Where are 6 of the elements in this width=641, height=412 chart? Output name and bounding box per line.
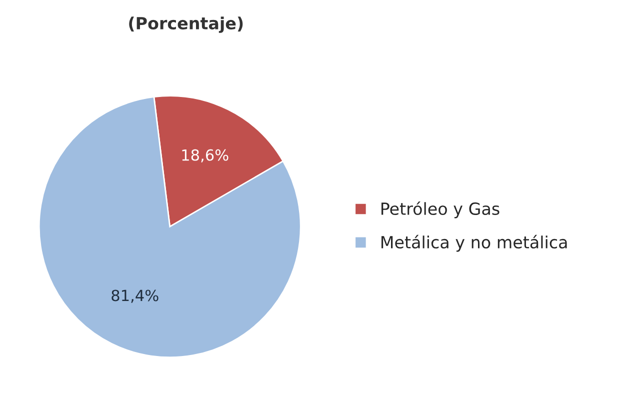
legend-label: Petróleo y Gas	[381, 201, 500, 218]
legend-label: Metálica y no metálica	[381, 234, 567, 252]
data-label: 18,6%	[182, 149, 228, 162]
pie-slice	[38, 96, 302, 358]
chart-title: (Porcentaje)	[129, 16, 243, 33]
data-label: 81,4%	[112, 290, 158, 303]
